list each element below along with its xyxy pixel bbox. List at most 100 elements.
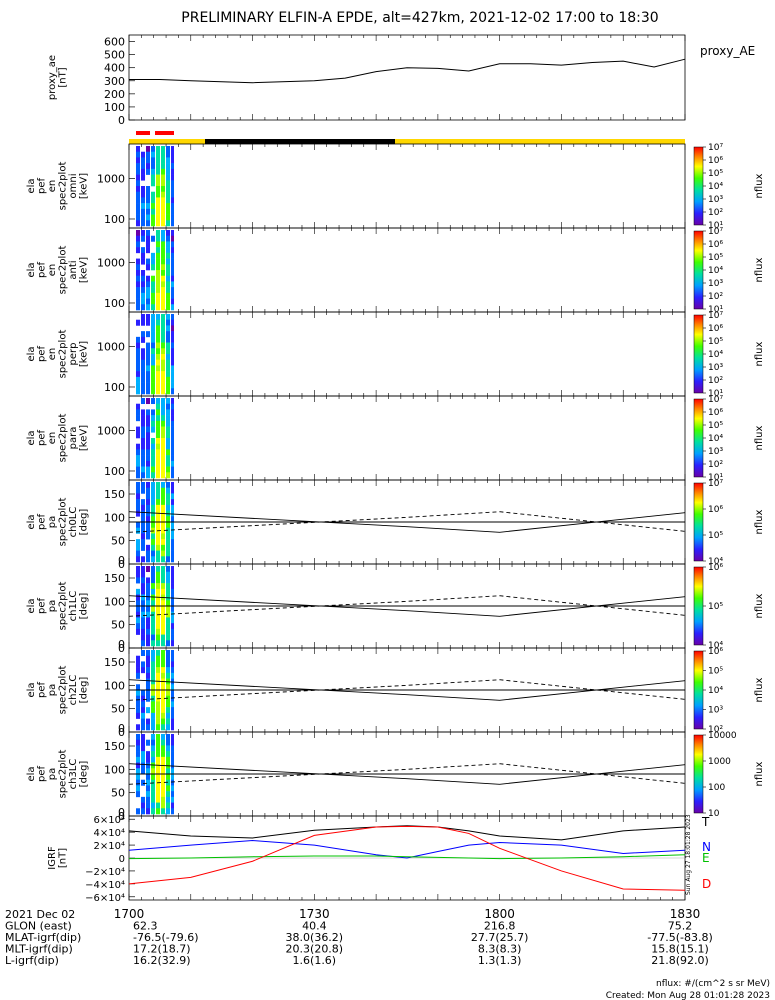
ch1LC-heat-cell bbox=[136, 588, 140, 595]
para-heat-cell bbox=[146, 420, 150, 427]
para-heat-cell bbox=[166, 409, 170, 416]
para-ytick-label: 100 bbox=[104, 465, 125, 478]
perp-heat-cell bbox=[171, 331, 174, 338]
anti-ylabel-2: en bbox=[47, 264, 58, 277]
ch0LC-heat-cell bbox=[171, 504, 174, 511]
ch3LC-heat-cell bbox=[161, 785, 165, 792]
ch0LC-heat-cell bbox=[161, 493, 165, 500]
ch0LC-heat-cell bbox=[151, 544, 155, 551]
omni-heat-cell bbox=[141, 191, 145, 198]
anti-cbar-label: 10⁴ bbox=[708, 266, 723, 276]
ch1LC-heat-cell bbox=[141, 583, 145, 590]
ch1LC-heat-cell bbox=[161, 588, 165, 595]
ch3LC-heat-cell bbox=[146, 774, 150, 781]
ch3LC-cbar-label: 10 bbox=[708, 809, 720, 819]
para-cbar-label: 10⁴ bbox=[708, 434, 723, 444]
ch3LC-heat-cell bbox=[136, 762, 140, 769]
ch2LC-heat-cell bbox=[136, 724, 140, 731]
status-bar bbox=[129, 131, 685, 144]
ch0LC-heat-cell bbox=[146, 487, 150, 494]
omni-heat-cell bbox=[141, 197, 145, 204]
perp-heat-cell bbox=[161, 382, 165, 389]
omni-heat-cell bbox=[161, 220, 165, 227]
ch2LC-ytick-label: 50 bbox=[111, 703, 125, 716]
ch2LC-heat-cell bbox=[161, 661, 165, 668]
ch2LC-cbar-label: 10³ bbox=[708, 706, 723, 716]
ch1LC-heat-cell bbox=[161, 634, 165, 641]
ch0LC-heat-cell bbox=[136, 487, 140, 494]
ch2LC-cbar-label: 10⁴ bbox=[708, 686, 723, 696]
perp-heat-cell bbox=[171, 342, 174, 349]
perp-heat-cell bbox=[161, 365, 165, 372]
ch1LC-heat-cell bbox=[136, 566, 140, 573]
para-heat-cell bbox=[151, 455, 155, 462]
ch3LC-heat-cell bbox=[171, 756, 174, 763]
ch3LC-heat-cell bbox=[151, 796, 155, 803]
omni-cbar-label: 10⁷ bbox=[708, 143, 723, 153]
ch2LC-heat-cell bbox=[171, 695, 174, 702]
anti-heat-cell bbox=[151, 235, 155, 242]
ch1LC-heat-cell bbox=[156, 571, 160, 578]
anti-heat-cell bbox=[151, 264, 155, 271]
anti-heat-cell bbox=[156, 287, 160, 294]
perp-heat-cell bbox=[141, 382, 145, 389]
omni-heat-cell bbox=[171, 174, 174, 181]
ch1LC-heat-cell bbox=[156, 640, 160, 647]
para-heat-cell bbox=[166, 460, 170, 467]
ch2LC-heat-cell bbox=[171, 724, 174, 731]
omni-heat-cell bbox=[156, 197, 160, 204]
ch2LC-heat-cell bbox=[156, 650, 160, 657]
ch1LC-heat-cell bbox=[161, 617, 165, 624]
anti-heat-cell bbox=[156, 230, 160, 237]
ch1LC-heat-cell bbox=[146, 617, 150, 624]
ephem-row-label: L-igrf(dip) bbox=[5, 954, 59, 967]
ch0LC-ytick-label: 0 bbox=[118, 554, 125, 567]
perp-heat-cell bbox=[146, 331, 150, 338]
perp-heat-cell bbox=[151, 388, 155, 395]
perp-heat-cell bbox=[141, 365, 145, 372]
ephem-value: 15.8(15.1) bbox=[651, 943, 709, 956]
anti-cbar-label: 10⁵ bbox=[708, 253, 723, 263]
perp-ytick-label: 100 bbox=[104, 381, 125, 394]
anti-heat-cell bbox=[136, 270, 140, 277]
omni-heat-cell bbox=[146, 197, 150, 204]
ch2LC-heat-cell bbox=[141, 667, 145, 674]
perp-heat-cell bbox=[146, 376, 150, 383]
ch2LC-ylabel-3: spec2plot bbox=[57, 666, 68, 715]
ch2LC-heat-cell bbox=[141, 661, 145, 668]
anti-heat-cell bbox=[161, 304, 165, 311]
perp-ylabel-5: [keV] bbox=[78, 341, 89, 367]
ch1LC-loss-cone-line bbox=[128, 595, 686, 617]
ch3LC-heat-cell bbox=[141, 745, 145, 752]
ch0LC-heat-cell bbox=[151, 510, 155, 517]
ch1LC-heat-cell bbox=[146, 606, 150, 613]
ch3LC-ylabel-5: [deg] bbox=[78, 761, 89, 788]
perp-heat-cell bbox=[156, 319, 160, 326]
omni-heat-cell bbox=[156, 214, 160, 221]
ch3LC-heat-cell bbox=[141, 768, 145, 775]
ch0LC-heat-cell bbox=[146, 544, 150, 551]
anti-heat-cell bbox=[156, 258, 160, 265]
perp-heat-cell bbox=[146, 348, 150, 355]
para-heat-cell bbox=[161, 460, 165, 467]
para-heat-cell bbox=[156, 443, 160, 450]
perp-heat-cell bbox=[171, 382, 174, 389]
ch2LC-heat-cell bbox=[156, 690, 160, 697]
ch1LC-heat-cell bbox=[156, 577, 160, 584]
para-heat-cell bbox=[171, 472, 174, 479]
ch1LC-ylabel-1: pef bbox=[36, 598, 47, 615]
ch3LC-heat-cell bbox=[166, 796, 170, 803]
perp-heat-cell bbox=[151, 382, 155, 389]
igrf-ytick-label: 2×10⁴ bbox=[94, 841, 125, 852]
ch3LC-heat-cell bbox=[156, 745, 160, 752]
perp-heat-cell bbox=[151, 336, 155, 343]
perp-heat-cell bbox=[151, 331, 155, 338]
anti-cbar-label: 10³ bbox=[708, 279, 723, 289]
para-heat-cell bbox=[151, 443, 155, 450]
perp-heat-cell bbox=[146, 354, 150, 361]
ch1LC-heat-cell bbox=[171, 628, 174, 635]
ch2LC-heat-cell bbox=[156, 707, 160, 714]
ch1LC-heat-cell bbox=[141, 606, 145, 613]
omni-heat-cell bbox=[171, 208, 174, 215]
ch0LC-heat-cell bbox=[171, 533, 174, 540]
